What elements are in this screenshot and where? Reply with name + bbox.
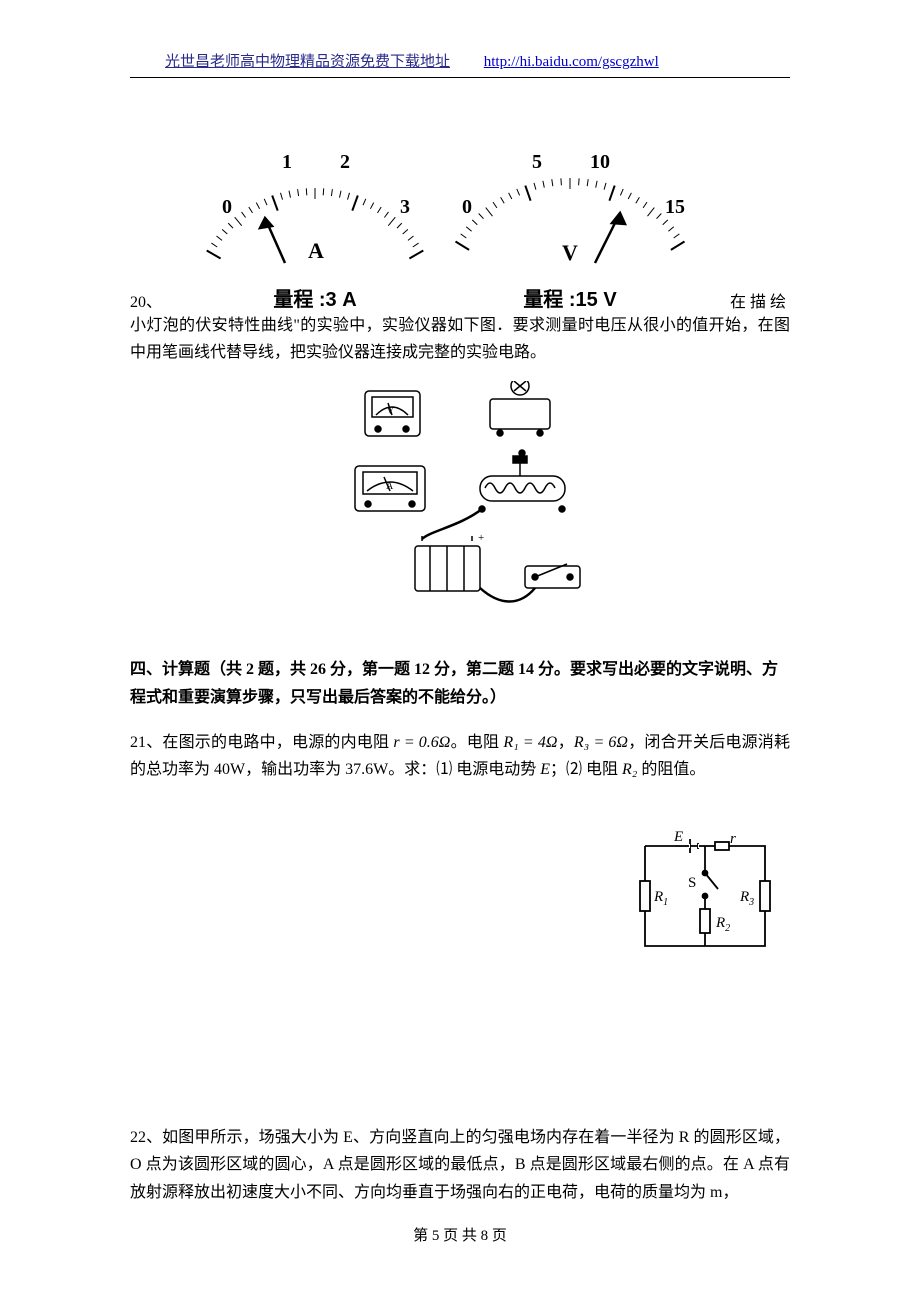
q21-mid3: ；⑵ 电阻: [550, 761, 622, 778]
svg-text:V: V: [387, 406, 394, 416]
ammeter-tick-1: 1: [282, 151, 292, 173]
q21-end: 的阻值。: [637, 761, 705, 778]
header-rule: [130, 77, 790, 78]
q20-number: 20、: [130, 288, 170, 312]
ammeter-needle-tip: [260, 218, 272, 228]
ammeter-tick-3: 3: [400, 196, 410, 218]
q21-number: 21、: [130, 734, 162, 751]
voltmeter-needle-tip: [612, 213, 625, 224]
q22-text: 如图甲所示，场强大小为 E、方向竖直向上的匀强电场内存在着一半径为 R 的圆形区…: [130, 1129, 790, 1200]
svg-text:+: +: [478, 532, 484, 544]
circuit-label-r: r: [730, 831, 736, 847]
voltmeter-svg: 0 5 10 15 V: [440, 138, 700, 278]
voltmeter-tick-0: 0: [462, 196, 472, 218]
voltmeter-range-label: 量程 :15 V: [440, 283, 700, 312]
circuit-label-R3: R3: [739, 889, 754, 908]
q21-R3: R₃ = 6Ω: [574, 734, 628, 751]
instruments-svg: V A: [310, 381, 610, 611]
q22-block: 22、如图甲所示，场强大小为 E、方向竖直向上的匀强电场内存在着一半径为 R 的…: [130, 1124, 790, 1206]
voltmeter-unit: V: [562, 240, 578, 265]
circuit-label-E: E: [673, 831, 683, 845]
voltmeter-gauge: 0 5 10 15 V 量程 :15 V: [440, 138, 700, 312]
q22-number: 22、: [130, 1129, 162, 1146]
q20-body: 小灯泡的伏安特性曲线"的实验中，实验仪器如下图．要求测量时电压从很小的值开始，在…: [130, 312, 790, 366]
page-footer: 第 5 页 共 8 页: [130, 1224, 790, 1245]
q21-sep1: ，: [558, 734, 574, 751]
q21-R2: R₂: [622, 761, 637, 778]
ammeter-gauge: 0 1 2 3 A 量程 :3 A: [200, 138, 430, 312]
section4-heading: 四、计算题（共 2 题，共 26 分，第一题 12 分，第二题 14 分。要求写…: [130, 656, 790, 710]
spacer: [130, 986, 790, 1106]
voltmeter-tick-5: 5: [532, 151, 542, 173]
q21-circuit-figure: E r R1 R3 R2 S: [630, 831, 780, 966]
ammeter-svg: 0 1 2 3 A: [200, 138, 430, 278]
circuit-label-R2: R2: [715, 915, 730, 934]
circuit-label-R1: R1: [653, 889, 668, 908]
voltmeter-tick-10: 10: [590, 151, 610, 173]
q21-r-expr: r = 0.6Ω: [393, 734, 450, 751]
q21-mid1: 。电阻: [450, 734, 503, 751]
q21-text-pre: 在图示的电路中，电源的内电阻: [162, 734, 393, 751]
svg-text:A: A: [386, 481, 394, 492]
ammeter-tick-0: 0: [222, 196, 232, 218]
circuit-svg: E r R1 R3 R2 S: [630, 831, 780, 961]
q20-row: 20、 0 1 2 3: [130, 138, 790, 312]
gauges-container: 0 1 2 3 A 量程 :3 A: [170, 138, 730, 312]
q21-E: E: [540, 761, 550, 778]
circuit-label-S: S: [688, 875, 696, 891]
q20-tail-text: 在描绘: [730, 288, 790, 312]
instruments-figure: V A: [130, 381, 790, 616]
ammeter-tick-2: 2: [340, 151, 350, 173]
ammeter-unit: A: [308, 238, 324, 263]
q21-block: 21、在图示的电路中，电源的内电阻 r = 0.6Ω。电阻 R₁ = 4Ω，R₃…: [130, 729, 790, 783]
header-url-link[interactable]: http://hi.baidu.com/gscgzhwl: [484, 54, 659, 70]
header-site-name[interactable]: 光世昌老师高中物理精品资源免费下载地址: [165, 54, 450, 70]
page-header: 光世昌老师高中物理精品资源免费下载地址 http://hi.baidu.com/…: [130, 50, 790, 71]
voltmeter-tick-15: 15: [665, 196, 685, 218]
ammeter-range-label: 量程 :3 A: [200, 283, 430, 312]
q21-R1: R₁ = 4Ω: [503, 734, 557, 751]
